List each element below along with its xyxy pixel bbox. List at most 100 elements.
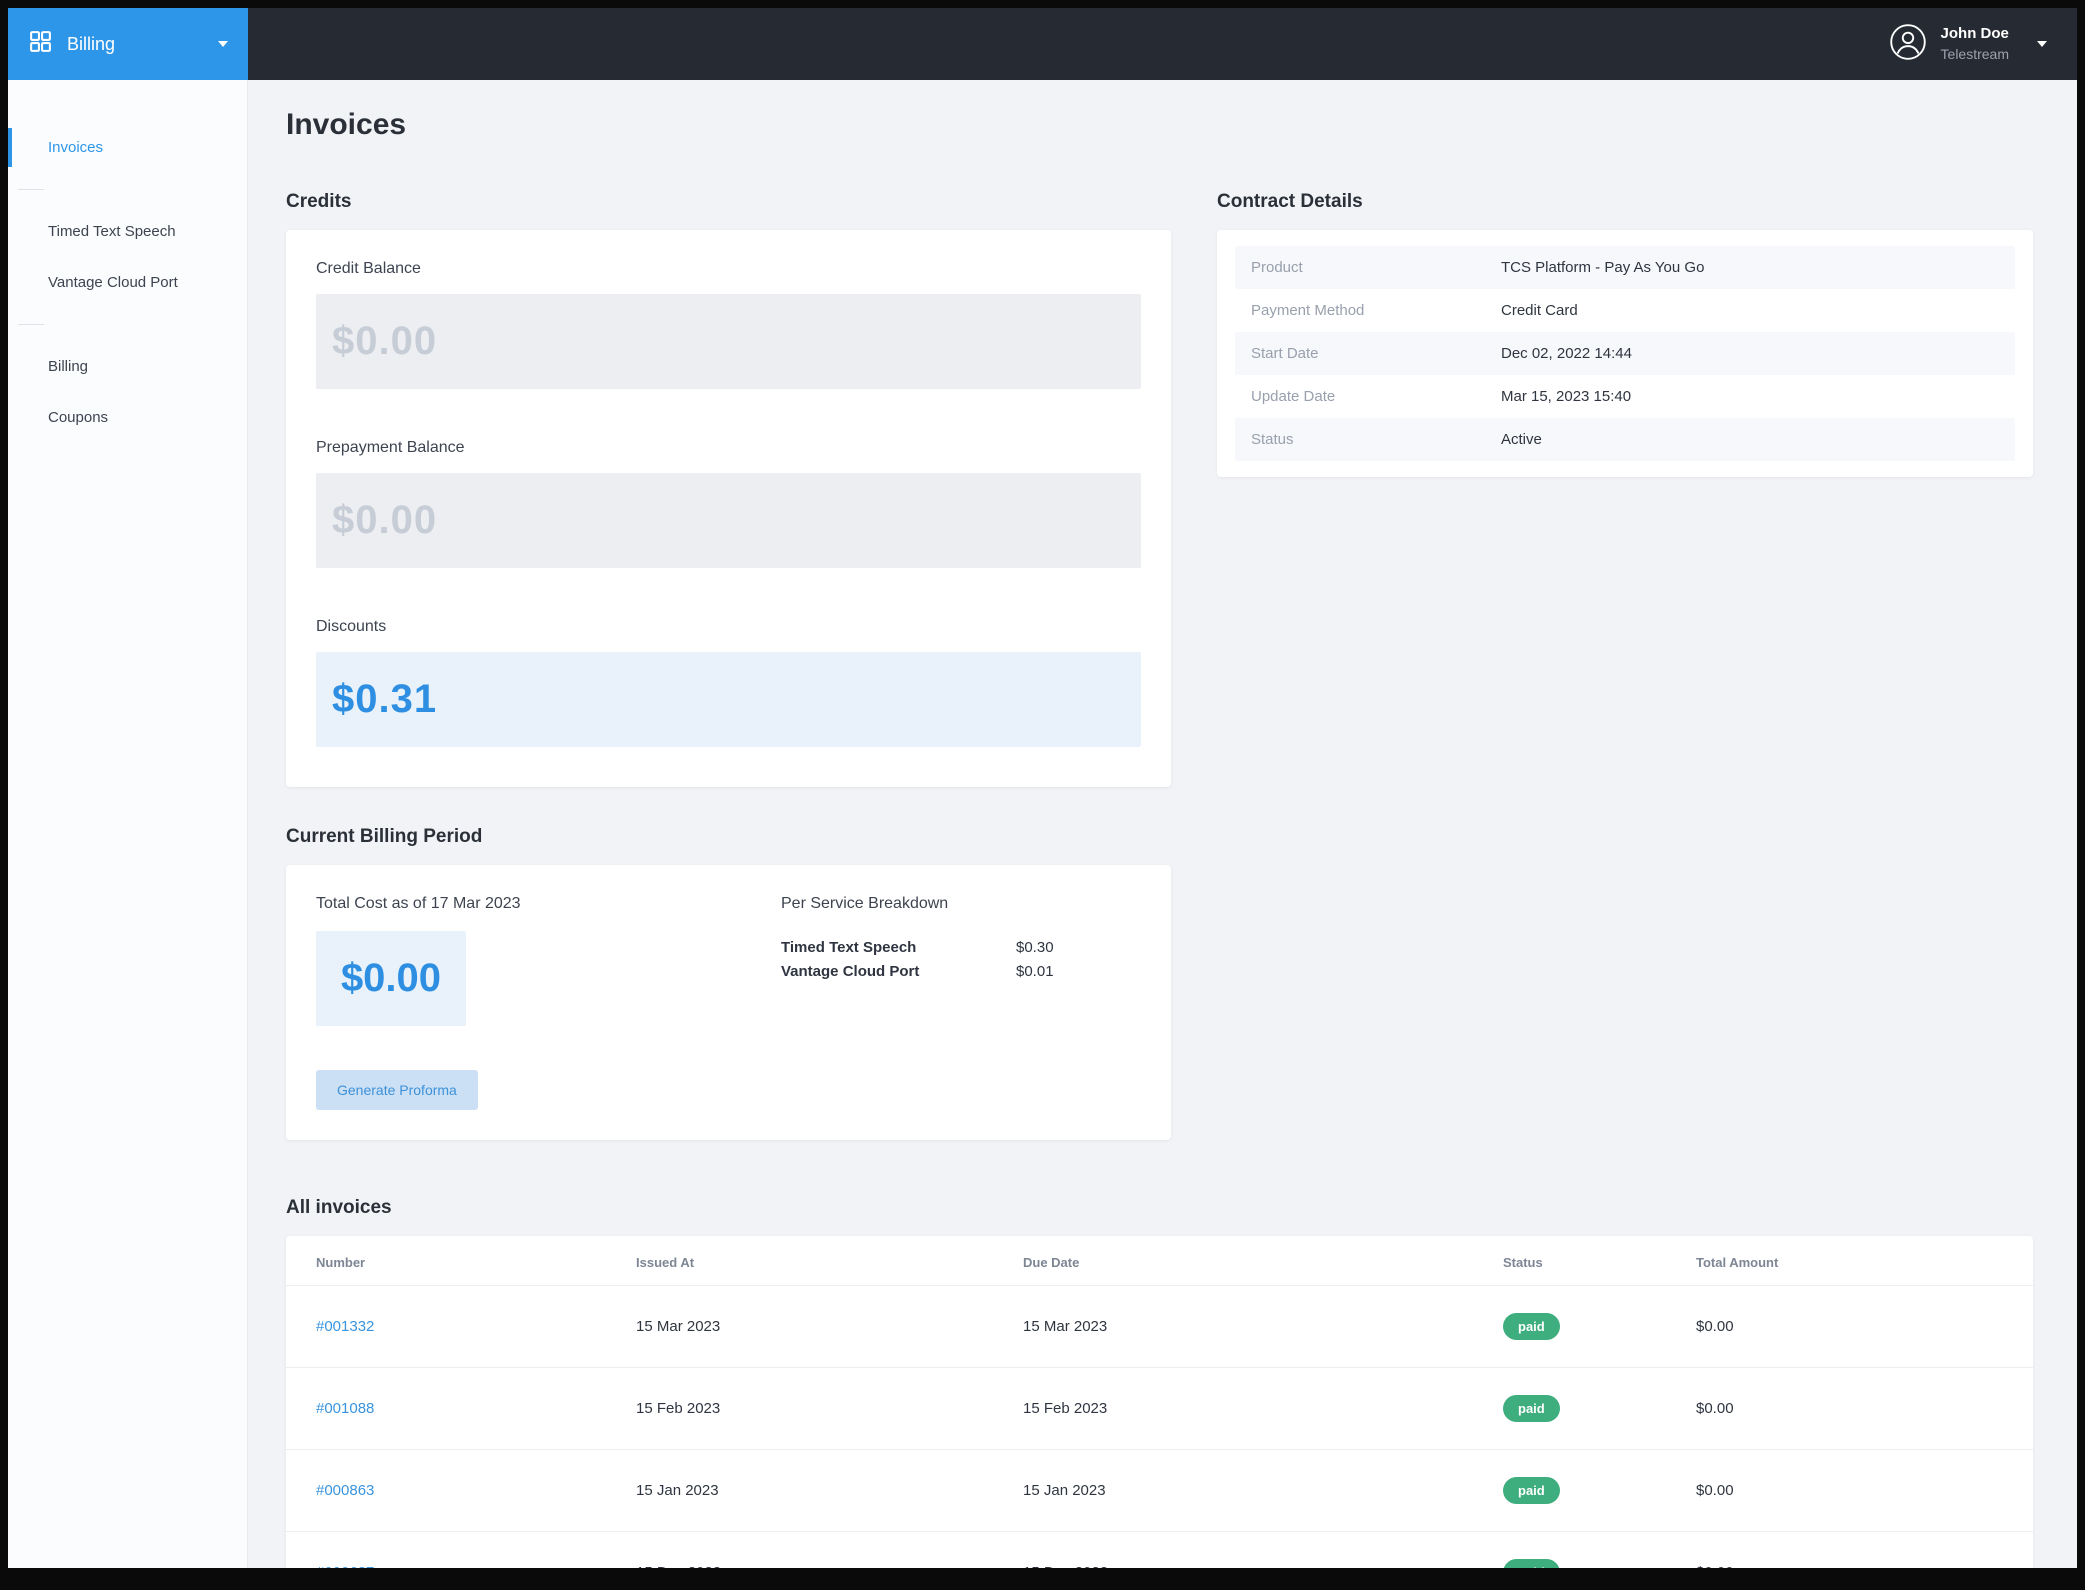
status-badge: paid	[1503, 1313, 1560, 1340]
breakdown-amount: $0.30	[1016, 939, 1054, 956]
column-header-issued-at: Issued At	[636, 1255, 695, 1270]
top-header-bar: Billing John Doe Telestream	[8, 8, 2077, 80]
invoice-number-link[interactable]: #001332	[316, 1318, 375, 1335]
status-badge: paid	[1503, 1559, 1560, 1568]
discounts-value: $0.31	[316, 652, 1141, 747]
total-cost-label: Total Cost as of 17 Mar 2023	[316, 895, 521, 912]
breakdown-row: Timed Text Speech $0.30	[781, 939, 1141, 956]
contract-row-update-date: Update Date Mar 15, 2023 15:40	[1235, 375, 2015, 418]
generate-proforma-button[interactable]: Generate Proforma	[316, 1070, 478, 1110]
contract-label: Product	[1251, 259, 1303, 276]
discounts-label: Discounts	[316, 618, 387, 635]
contract-label: Payment Method	[1251, 302, 1365, 319]
status-badge: paid	[1503, 1395, 1560, 1422]
sidebar-divider	[18, 324, 44, 325]
contract-value: Credit Card	[1501, 302, 1578, 319]
main-content: Invoices Credits Credit Balance $0.00 Pr…	[248, 80, 2077, 1568]
breakdown-label: Per Service Breakdown	[781, 895, 949, 912]
user-meta: John Doe Telestream	[1941, 24, 2009, 63]
invoices-table-header: Number Issued At Due Date Status Total A…	[286, 1236, 2033, 1285]
page-title: Invoices	[286, 108, 407, 141]
credit-balance-label: Credit Balance	[316, 260, 421, 277]
user-company: Telestream	[1940, 45, 2009, 62]
breakdown-service: Timed Text Speech	[781, 939, 917, 956]
column-header-number: Number	[316, 1255, 366, 1270]
contract-details-heading: Contract Details	[1217, 191, 1363, 212]
invoice-due-date: 15 Feb 2023	[1023, 1400, 1108, 1417]
invoice-issued-at: 15 Jan 2023	[636, 1482, 719, 1499]
sidebar: Invoices Timed Text Speech Vantage Cloud…	[8, 80, 248, 1568]
app-switcher-label: Billing	[67, 33, 116, 54]
sidebar-divider	[18, 189, 44, 190]
invoice-total: $0.00	[1696, 1482, 1734, 1499]
body-row: Invoices Timed Text Speech Vantage Cloud…	[8, 80, 2077, 1568]
billing-period-heading: Current Billing Period	[286, 826, 483, 847]
invoice-number-link[interactable]: #000863	[316, 1482, 375, 1499]
column-header-status: Status	[1503, 1255, 1543, 1270]
total-cost-block: Total Cost as of 17 Mar 2023 $0.00 Gener…	[316, 893, 781, 1110]
chevron-down-icon	[218, 41, 228, 47]
credit-balance-value: $0.00	[316, 294, 1141, 389]
sidebar-item-billing[interactable]: Billing	[48, 358, 89, 375]
sidebar-item-timed-text-speech[interactable]: Timed Text Speech	[48, 223, 176, 240]
contract-value: Dec 02, 2022 14:44	[1501, 345, 1632, 362]
invoices-table-card: Number Issued At Due Date Status Total A…	[286, 1236, 2033, 1568]
top-columns: Credits Credit Balance $0.00 Prepayment …	[286, 190, 2033, 787]
prepayment-balance-value: $0.00	[316, 473, 1141, 568]
column-header-due-date: Due Date	[1023, 1255, 1080, 1270]
app-switcher-dropdown[interactable]: Billing	[8, 8, 248, 80]
invoice-issued-at: 15 Feb 2023	[636, 1400, 721, 1417]
avatar-icon	[1889, 23, 1927, 66]
breakdown-amount: $0.01	[1016, 963, 1054, 980]
user-menu[interactable]: John Doe Telestream	[1889, 23, 2077, 66]
service-breakdown-block: Per Service Breakdown Timed Text Speech …	[781, 893, 1141, 1110]
chevron-down-icon	[2037, 41, 2047, 47]
contract-details-card: Product TCS Platform - Pay As You Go Pay…	[1217, 230, 2033, 477]
contract-value: Active	[1501, 431, 1542, 448]
status-badge: paid	[1503, 1477, 1560, 1504]
invoice-issued-at: 15 Dec 2022	[636, 1564, 1023, 1568]
contract-value: Mar 15, 2023 15:40	[1501, 388, 1632, 405]
invoice-total: $0.00	[1696, 1564, 2003, 1568]
prepayment-balance-label: Prepayment Balance	[316, 439, 465, 456]
table-row: #000863 15 Jan 2023 15 Jan 2023 paid $0.…	[286, 1449, 2033, 1531]
breakdown-service: Vantage Cloud Port	[781, 963, 920, 980]
contract-row-payment-method: Payment Method Credit Card	[1235, 289, 2015, 332]
total-cost-value: $0.00	[316, 931, 466, 1026]
invoice-due-date: 15 Dec 2022	[1023, 1564, 1503, 1568]
invoice-number-link[interactable]: #001088	[316, 1400, 375, 1417]
credits-heading: Credits	[286, 191, 352, 212]
invoice-total: $0.00	[1696, 1400, 1734, 1417]
grid-icon	[28, 29, 53, 59]
contract-row-status: Status Active	[1235, 418, 2015, 461]
invoice-due-date: 15 Mar 2023	[1023, 1318, 1108, 1335]
invoice-due-date: 15 Jan 2023	[1023, 1482, 1106, 1499]
credits-card: Credit Balance $0.00 Prepayment Balance …	[286, 230, 1171, 787]
column-header-total-amount: Total Amount	[1696, 1255, 1779, 1270]
sidebar-item-coupons[interactable]: Coupons	[48, 409, 109, 426]
billing-period-card: Total Cost as of 17 Mar 2023 $0.00 Gener…	[286, 865, 1171, 1140]
billing-period-grid: Total Cost as of 17 Mar 2023 $0.00 Gener…	[316, 893, 1141, 1110]
table-row: #000637 15 Dec 2022 15 Dec 2022 paid $0.…	[286, 1531, 2033, 1568]
table-row: #001088 15 Feb 2023 15 Feb 2023 paid $0.…	[286, 1367, 2033, 1449]
invoice-number-link[interactable]: #000637	[316, 1564, 636, 1568]
contract-details-section: Contract Details Product TCS Platform - …	[1217, 190, 2033, 477]
app-window: Billing John Doe Telestream	[8, 8, 2077, 1568]
contract-row-product: Product TCS Platform - Pay As You Go	[1235, 246, 2015, 289]
sidebar-item-vantage-cloud-port[interactable]: Vantage Cloud Port	[48, 274, 178, 291]
sidebar-item-invoices[interactable]: Invoices	[8, 122, 247, 173]
user-name: John Doe	[1940, 25, 2009, 43]
contract-row-start-date: Start Date Dec 02, 2022 14:44	[1235, 332, 2015, 375]
invoice-issued-at: 15 Mar 2023	[636, 1318, 721, 1335]
credits-section: Credits Credit Balance $0.00 Prepayment …	[286, 190, 1171, 787]
invoice-total: $0.00	[1696, 1318, 1734, 1335]
contract-value: TCS Platform - Pay As You Go	[1501, 259, 1705, 276]
breakdown-list: Timed Text Speech $0.30 Vantage Cloud Po…	[781, 939, 1141, 980]
table-row: #001332 15 Mar 2023 15 Mar 2023 paid $0.…	[286, 1285, 2033, 1367]
breakdown-row: Vantage Cloud Port $0.01	[781, 963, 1141, 980]
contract-label: Update Date	[1251, 388, 1336, 405]
contract-label: Status	[1251, 431, 1294, 448]
contract-label: Start Date	[1251, 345, 1319, 362]
all-invoices-heading: All invoices	[286, 1197, 392, 1218]
